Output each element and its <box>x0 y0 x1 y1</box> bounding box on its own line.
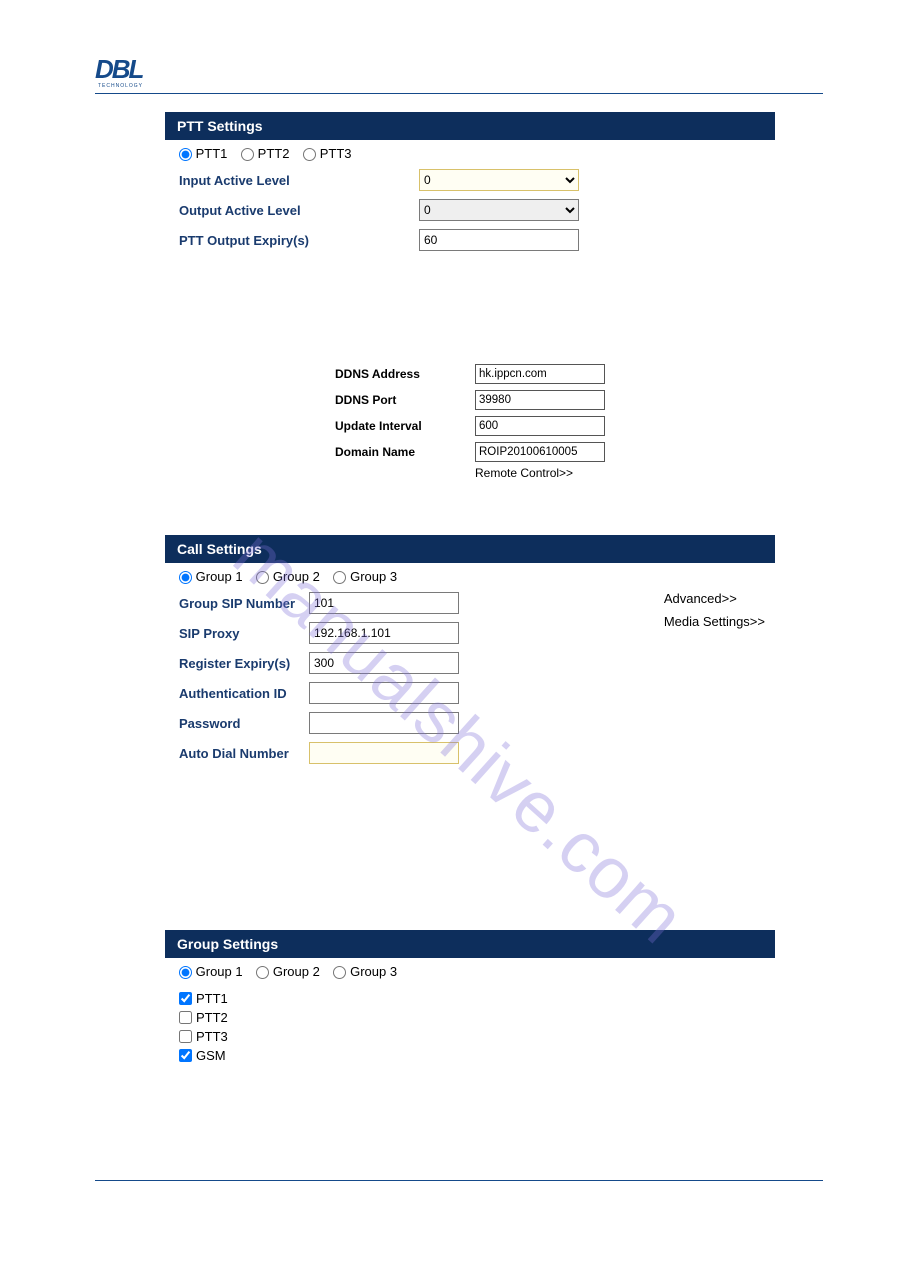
reg-expiry-label: Register Expiry(s) <box>179 656 309 671</box>
sip-proxy-input[interactable] <box>309 622 459 644</box>
call-radio-row: Group 1 Group 2 Group 3 <box>179 569 761 584</box>
check-ptt3[interactable] <box>179 1030 192 1043</box>
footer-divider <box>95 1180 823 1220</box>
check-ptt1-label: PTT1 <box>196 989 228 1008</box>
check-ptt1-row: PTT1 <box>179 989 761 1008</box>
password-input[interactable] <box>309 712 459 734</box>
grp-group2-radio[interactable]: Group 2 <box>256 964 320 979</box>
ptt-radio-1[interactable]: PTT1 <box>179 146 227 161</box>
call-body: Advanced>> Media Settings>> Group 1 Grou… <box>165 563 775 780</box>
ptt-panel: PTT Settings PTT1 PTT2 PTT3 Input Active… <box>165 112 775 267</box>
check-ptt3-label: PTT3 <box>196 1027 228 1046</box>
password-row: Password <box>179 710 761 736</box>
page: manualshive.com DBL TECHNOLOGY PTT Setti… <box>0 0 918 1270</box>
ptt-expiry-input[interactable] <box>419 229 579 251</box>
ptt-radio-2[interactable]: PTT2 <box>241 146 289 161</box>
logo-container: DBL TECHNOLOGY <box>95 60 823 94</box>
check-ptt2[interactable] <box>179 1011 192 1024</box>
ptt-radio-row: PTT1 PTT2 PTT3 <box>179 146 761 161</box>
ddns-interval-row: Update Interval <box>335 414 823 438</box>
ddns-address-label: DDNS Address <box>335 367 475 381</box>
ddns-address-input[interactable] <box>475 364 605 384</box>
grp-group1-label: Group 1 <box>196 964 243 979</box>
reg-expiry-input[interactable] <box>309 652 459 674</box>
ptt-radio-2-label: PTT2 <box>258 146 290 161</box>
check-ptt2-row: PTT2 <box>179 1008 761 1027</box>
ddns-block: DDNS Address DDNS Port Update Interval D… <box>335 362 823 480</box>
ptt-header: PTT Settings <box>165 112 775 140</box>
ddns-interval-input[interactable] <box>475 416 605 436</box>
ddns-domain-input[interactable] <box>475 442 605 462</box>
group-header: Group Settings <box>165 930 775 958</box>
auto-dial-input[interactable] <box>309 742 459 764</box>
ptt-expiry-row: PTT Output Expiry(s) <box>179 227 761 253</box>
logo-subtext: TECHNOLOGY <box>98 83 823 89</box>
group1-radio-label: Group 1 <box>196 569 243 584</box>
group2-radio[interactable]: Group 2 <box>256 569 320 584</box>
auto-dial-label: Auto Dial Number <box>179 746 309 761</box>
ddns-address-row: DDNS Address <box>335 362 823 386</box>
ddns-interval-label: Update Interval <box>335 419 475 433</box>
group3-radio-label: Group 3 <box>350 569 397 584</box>
remote-control-link[interactable]: Remote Control>> <box>475 466 823 480</box>
ddns-port-row: DDNS Port <box>335 388 823 412</box>
group1-radio[interactable]: Group 1 <box>179 569 243 584</box>
ptt-radio-3-label: PTT3 <box>320 146 352 161</box>
grp-group2-label: Group 2 <box>273 964 320 979</box>
group-panel: Group Settings Group 1 Group 2 Group 3 P… <box>165 930 775 1075</box>
logo-text: DBL <box>95 60 142 78</box>
group-checks: PTT1 PTT2 PTT3 GSM <box>179 989 761 1065</box>
output-active-row: Output Active Level 0 <box>179 197 761 223</box>
reg-expiry-row: Register Expiry(s) <box>179 650 761 676</box>
ptt-body: PTT1 PTT2 PTT3 Input Active Level 0 Outp… <box>165 140 775 267</box>
ddns-domain-row: Domain Name <box>335 440 823 464</box>
check-gsm-row: GSM <box>179 1046 761 1065</box>
call-header: Call Settings <box>165 535 775 563</box>
ddns-port-label: DDNS Port <box>335 393 475 407</box>
ptt-radio-1-label: PTT1 <box>196 146 228 161</box>
auth-id-row: Authentication ID <box>179 680 761 706</box>
check-ptt1[interactable] <box>179 992 192 1005</box>
grp-group3-label: Group 3 <box>350 964 397 979</box>
sip-number-label: Group SIP Number <box>179 596 309 611</box>
auth-id-input[interactable] <box>309 682 459 704</box>
input-active-label: Input Active Level <box>179 173 419 188</box>
group3-radio[interactable]: Group 3 <box>333 569 397 584</box>
ddns-port-input[interactable] <box>475 390 605 410</box>
sip-proxy-label: SIP Proxy <box>179 626 309 641</box>
advanced-link[interactable]: Advanced>> <box>664 591 765 606</box>
group-body: Group 1 Group 2 Group 3 PTT1 PTT2 PTT3 G… <box>165 958 775 1075</box>
grp-group1-radio[interactable]: Group 1 <box>179 964 243 979</box>
group2-radio-label: Group 2 <box>273 569 320 584</box>
output-active-label: Output Active Level <box>179 203 419 218</box>
check-gsm[interactable] <box>179 1049 192 1062</box>
output-active-select[interactable]: 0 <box>419 199 579 221</box>
input-active-select[interactable]: 0 <box>419 169 579 191</box>
password-label: Password <box>179 716 309 731</box>
check-ptt3-row: PTT3 <box>179 1027 761 1046</box>
sip-number-input[interactable] <box>309 592 459 614</box>
check-ptt2-label: PTT2 <box>196 1008 228 1027</box>
media-settings-link[interactable]: Media Settings>> <box>664 614 765 629</box>
ddns-domain-label: Domain Name <box>335 445 475 459</box>
ptt-expiry-label: PTT Output Expiry(s) <box>179 233 419 248</box>
group-radio-row: Group 1 Group 2 Group 3 <box>179 964 761 979</box>
input-active-row: Input Active Level 0 <box>179 167 761 193</box>
call-side-links: Advanced>> Media Settings>> <box>664 591 765 637</box>
grp-group3-radio[interactable]: Group 3 <box>333 964 397 979</box>
auth-id-label: Authentication ID <box>179 686 309 701</box>
ptt-radio-3[interactable]: PTT3 <box>303 146 351 161</box>
check-gsm-label: GSM <box>196 1046 226 1065</box>
call-panel: Call Settings Advanced>> Media Settings>… <box>165 535 775 780</box>
auto-dial-row: Auto Dial Number <box>179 740 761 766</box>
